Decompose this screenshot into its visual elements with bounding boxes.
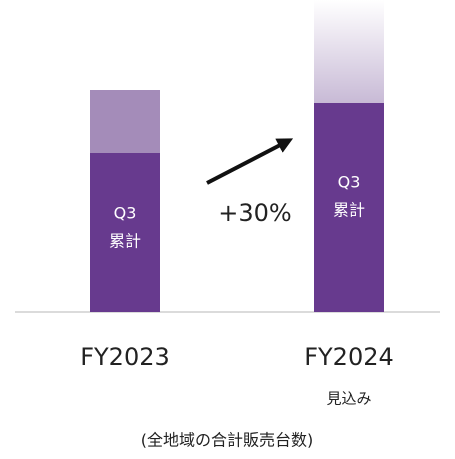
segment-label: Q3 累計 xyxy=(333,172,365,219)
growth-arrow xyxy=(206,138,294,185)
bar-segment xyxy=(90,153,160,312)
x-tick-label: FY2024 xyxy=(304,343,394,371)
growth-label: +30% xyxy=(218,199,291,227)
bar-segment xyxy=(314,0,384,104)
x-tick-label: FY2023 xyxy=(80,343,170,371)
category-note: 見込み xyxy=(326,390,371,408)
footnote: (全地域の合計販売台数) xyxy=(141,431,314,450)
segment-label: Q3 累計 xyxy=(109,203,141,250)
bar-segment xyxy=(314,103,384,312)
bar-segment xyxy=(90,90,160,153)
